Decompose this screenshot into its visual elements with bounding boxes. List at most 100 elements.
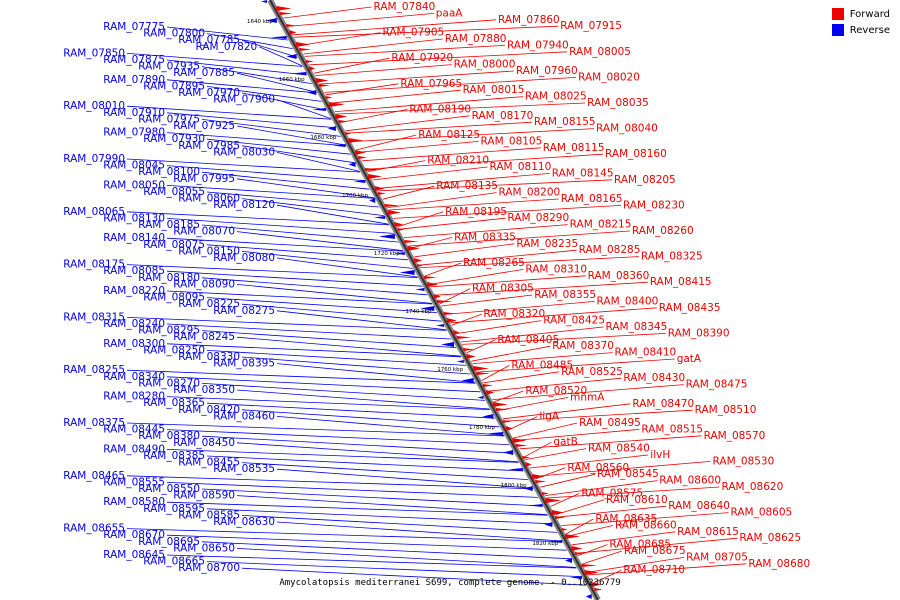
axis-tick-label: 1800 kbp <box>501 483 527 489</box>
forward-gene-glyph <box>387 210 401 215</box>
reverse-leader-line <box>276 152 360 172</box>
reverse-leader-line <box>206 33 293 49</box>
axis-tick-label: 1680 kbp <box>310 135 336 141</box>
forward-gene-glyph <box>407 246 420 251</box>
reverse-gene-label: RAM_08150 <box>178 245 240 257</box>
reverse-leader-line <box>166 482 538 498</box>
forward-gene-label: RAM_07860 <box>498 14 560 26</box>
reverse-leader-line <box>126 528 563 542</box>
forward-leader-line <box>445 301 595 315</box>
forward-gene-label: gatB <box>553 436 577 448</box>
forward-gene-label: RAM_08615 <box>677 526 739 538</box>
reverse-gene-label: RAM_08580 <box>103 496 165 508</box>
reverse-leader-line <box>241 92 327 111</box>
reverse-gene-label: RAM_08255 <box>63 364 125 376</box>
reverse-gene-label: RAM_08220 <box>103 285 165 297</box>
forward-gene-label: RAM_07915 <box>560 20 622 32</box>
reverse-gene-label: RAM_08655 <box>63 523 125 535</box>
reverse-gene-label: RAM_07885 <box>173 67 235 79</box>
reverse-gene-glyph <box>399 270 415 275</box>
reverse-gene-glyph <box>528 504 543 507</box>
forward-gene-label: RAM_08290 <box>507 212 569 224</box>
reverse-gene-label: RAM_07910 <box>103 107 165 119</box>
forward-leader-line <box>462 333 666 345</box>
forward-leader-line <box>550 493 580 507</box>
forward-gene-label: RAM_07965 <box>400 78 462 90</box>
reverse-leader-line <box>206 244 409 261</box>
reverse-leader-line <box>276 468 533 489</box>
forward-gene-label: RAM_08410 <box>614 347 676 359</box>
forward-leader-line <box>393 205 621 219</box>
forward-gene-label: RAM_08160 <box>605 148 667 160</box>
reverse-leader-line <box>201 435 514 454</box>
forward-gene-glyph <box>315 78 329 83</box>
forward-gene-label: RAM_08320 <box>483 308 545 320</box>
forward-gene-glyph <box>427 282 439 287</box>
reverse-leader-line <box>201 277 428 296</box>
forward-gene-glyph <box>279 12 293 15</box>
axis-tick-label: 1760 kbp <box>437 367 463 373</box>
reverse-leader-line <box>206 138 351 155</box>
forward-gene-glyph <box>463 348 475 351</box>
legend-forward-label: Forward <box>849 8 890 20</box>
reverse-leader-line <box>166 429 510 445</box>
reverse-gene-label: RAM_07985 <box>178 140 240 152</box>
forward-gene-label: RAM_08165 <box>561 193 623 205</box>
forward-gene-label: RAM_08360 <box>588 270 650 282</box>
forward-gene-glyph <box>377 192 386 195</box>
forward-leader-line <box>399 217 506 230</box>
reverse-gene-label: RAM_07970 <box>178 87 240 99</box>
reverse-leader-line <box>236 178 375 199</box>
reverse-gene-label: RAM_08590 <box>173 490 235 502</box>
reverse-leader-line <box>276 310 447 331</box>
reverse-leader-line <box>206 297 437 313</box>
forward-gene-glyph <box>532 474 546 479</box>
reverse-gene-glyph <box>482 414 494 419</box>
reverse-swatch <box>831 24 844 36</box>
forward-gene-label: RAM_08415 <box>650 276 712 288</box>
forward-leader-line <box>576 537 738 554</box>
reverse-leader-line <box>276 363 476 383</box>
forward-gene-glyph <box>574 552 584 555</box>
reverse-gene-glyph <box>369 198 376 203</box>
reverse-gene-label: RAM_08185 <box>138 219 200 231</box>
reverse-leader-line <box>236 442 519 463</box>
reverse-gene-glyph <box>544 522 553 527</box>
forward-leader-line <box>435 281 648 296</box>
reverse-leader-line <box>126 317 447 331</box>
forward-gene-label: RAM_08575 <box>581 487 643 499</box>
reverse-leader-line <box>206 350 466 366</box>
forward-gene-glyph <box>394 222 404 227</box>
forward-gene-label: RAM_08145 <box>552 167 614 179</box>
axis-tick-label: 1820 kbp <box>532 541 558 547</box>
forward-leader-line <box>471 345 551 362</box>
forward-gene-label: RAM_08605 <box>730 507 792 519</box>
reverse-leader-line <box>236 284 432 304</box>
forward-leader-line <box>493 390 524 403</box>
forward-leader-line <box>366 153 604 170</box>
forward-leader-line <box>523 441 552 458</box>
reverse-leader-line <box>166 26 288 41</box>
forward-gene-label: RAM_08400 <box>597 295 659 307</box>
reverse-gene-label: RAM_08180 <box>138 272 200 284</box>
forward-leader-line <box>351 128 595 142</box>
forward-leader-line <box>355 134 417 151</box>
reverse-gene-label: RAM_08300 <box>103 338 165 350</box>
forward-gene-glyph <box>486 390 495 395</box>
reverse-leader-line <box>126 422 505 437</box>
forward-gene-label: RAM_08345 <box>606 321 668 333</box>
reverse-gene-label: RAM_08120 <box>213 199 275 211</box>
forward-gene-label: RAM_08035 <box>587 97 649 109</box>
forward-gene-glyph <box>397 228 405 231</box>
legend-forward: Forward <box>831 8 890 20</box>
forward-gene-label: RAM_08215 <box>570 219 632 231</box>
reverse-gene-label: RAM_08295 <box>138 325 200 337</box>
forward-gene-glyph <box>338 120 349 123</box>
reverse-leader-line <box>166 237 404 252</box>
reverse-gene-label: RAM_08395 <box>213 358 275 370</box>
reverse-gene-label: RAM_08445 <box>103 424 165 436</box>
reverse-leader-line <box>241 303 442 322</box>
reverse-gene-label: RAM_08420 <box>178 404 240 416</box>
axis-tick-label: 1660 kbp <box>279 77 305 83</box>
forward-gene-glyph <box>525 462 532 467</box>
